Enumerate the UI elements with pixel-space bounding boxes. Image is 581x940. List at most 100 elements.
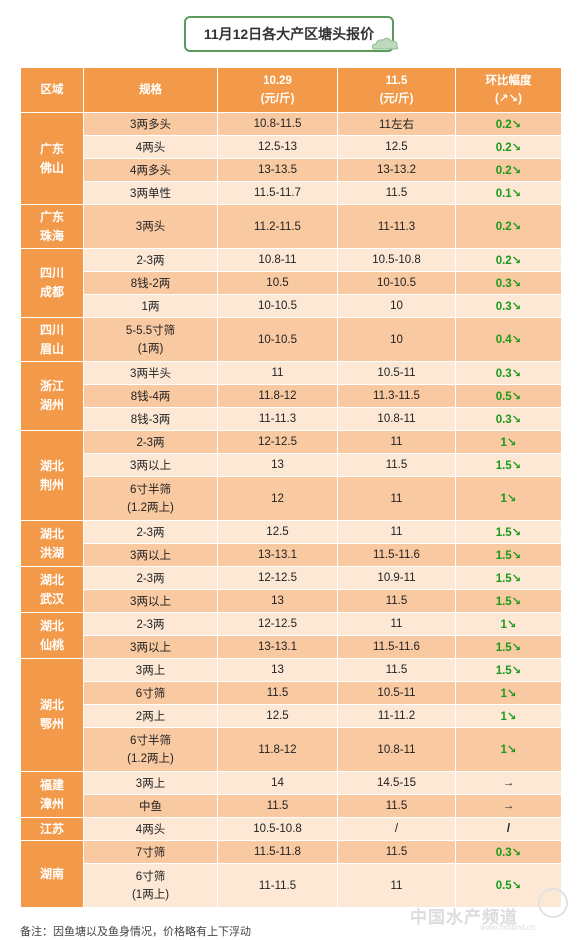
spec-cell: 3两上 [83,658,218,682]
region-cell: 湖北 武汉 [20,566,84,613]
header-region: 区域 [20,67,84,113]
region-cell: 湖北 鄂州 [20,658,84,772]
spec-cell: 2-3两 [83,566,218,590]
table-row: 1两 10-10.5 10 0.3↘ [21,294,562,318]
price-1029-cell: 12-12.5 [217,612,338,636]
region-label: 鄂州 [39,717,64,731]
price-1105-cell: 10.5-11 [337,361,456,385]
spec-label: 6寸半筛 [130,734,171,747]
change-cell: 0.2↘ [455,204,562,249]
spec-cell: 2-3两 [83,612,218,636]
table-row: 4两头 12.5-13 12.5 0.2↘ [21,135,562,159]
region-label: 四川 [39,266,64,280]
spec-cell: 7寸筛 [83,840,218,864]
region-label: 广东 [39,209,64,224]
spec-label: 8钱-3两 [130,414,171,426]
cloud-decoration-icon [371,37,399,50]
region-label: 福建 [39,777,64,792]
price-1029-cell: 11.5-11.8 [217,840,338,864]
spec-cell: 3两以上 [83,635,218,659]
spec-label: 2-3两 [136,619,165,631]
table-row: 4两多头 13-13.5 13-13.2 0.2↘ [21,158,562,182]
change-cell: 0.3↘ [455,271,562,295]
region-cell: 四川 眉山 [20,317,84,362]
watermark-url: www.fishfirst.cn [480,923,536,932]
spec-cell: 4两头 [83,135,218,159]
spec-cell: 8钱-4两 [83,384,218,408]
price-1029-cell: 10.5-10.8 [217,817,338,841]
price-1029-cell: 10.8-11 [217,248,338,272]
spec-label: 2-3两 [136,527,165,539]
watermark-logo-icon [538,888,568,918]
spec-label: 1两 [141,301,160,313]
region-cell: 四川 成都 [20,248,84,318]
change-cell: 0.3↘ [455,407,562,431]
region-label: 湖北 [39,526,64,541]
header-change: 环比幅度 (↗↘) [455,67,562,113]
spec-label: (1两上) [131,888,170,901]
region-label: 武汉 [39,591,64,606]
spec-cell: 3两上 [83,771,218,795]
change-cell: → [455,771,562,795]
price-1029-cell: 13 [217,453,338,477]
spec-cell: 2两上 [83,704,218,728]
price-1029-cell: 13-13.1 [217,543,338,567]
table-row: 3两以上 13 11.5 1.5↘ [21,453,562,477]
spec-label: 3两单性 [130,188,171,200]
spec-label: 2-3两 [136,437,165,449]
spec-cell: 2-3两 [83,248,218,272]
header-date1: 10.29 (元/斤) [217,67,338,113]
change-cell: 1↘ [455,727,562,772]
price-1105-cell: 11.5-11.6 [337,635,456,659]
price-1105-cell: 10 [337,317,456,362]
table-row: 8钱-3两 11-11.3 10.8-11 0.3↘ [21,407,562,431]
change-cell: 1↘ [455,430,562,454]
price-1105-cell: 11 [337,520,456,544]
page-title: 11月12日各大产区塘头报价 [184,16,394,52]
spec-cell: 中鱼 [83,794,218,818]
change-cell: 1↘ [455,612,562,636]
table-header-row: 区域 规格 10.29 (元/斤) 11.5 (元/斤) 环比幅度 (↗↘) [20,67,562,113]
price-1105-cell: 11.5 [337,794,456,818]
table-row: 广东 佛山 3两多头 10.8-11.5 11左右 0.2↘ [20,112,562,205]
spec-label: 3两上 [135,778,166,790]
table-row: 6寸筛 (1两上) 11-11.5 11 0.5↘ [21,863,562,908]
change-cell: 0.2↘ [455,158,562,182]
footnote: 备注：因鱼塘以及鱼身情况，价格略有上下浮动 [20,926,251,938]
spec-label: 4两多头 [130,165,171,177]
price-1105-cell: 10 [337,294,456,318]
price-1105-cell: 10.8-11 [337,727,456,772]
spec-label: (1.2两上) [127,501,174,514]
spec-label: 中鱼 [139,801,162,813]
spec-cell: 3两单性 [83,181,218,205]
price-1029-cell: 13-13.5 [217,158,338,182]
region-label: 浙江 [39,379,64,393]
price-1105-cell: 10.8-11 [337,407,456,431]
spec-label: 4两头 [135,142,166,154]
price-1105-cell: 11.5 [337,589,456,613]
spec-label: 7寸筛 [135,847,166,859]
spec-label: 8钱-2两 [130,278,171,290]
watermark: 中国水产频道 [410,908,518,927]
region-label: 漳州 [39,796,64,811]
spec-label: (1两) [137,342,164,355]
table-row: 3两单性 11.5-11.7 11.5 0.1↘ [21,181,562,205]
spec-cell: 1两 [83,294,218,318]
region-label: 眉山 [39,341,64,356]
table-row: 3两以上 13 11.5 1.5↘ [21,589,562,613]
table-row: 广东 珠海 3两头 11.2-11.5 11-11.3 0.2↘ [20,204,562,249]
spec-label: 6寸筛 [135,870,166,883]
spec-cell: 3两以上 [83,453,218,477]
region-label: 江苏 [39,821,64,836]
spec-cell: 3两以上 [83,589,218,613]
change-cell: 1↘ [455,681,562,705]
spec-cell: 6寸筛 [83,681,218,705]
region-cell: 江苏 [20,817,84,841]
spec-label: 3两半头 [130,368,171,380]
spec-label: 3两以上 [130,460,171,472]
price-1029-cell: 11.5-11.7 [217,181,338,205]
region-cell: 浙江 湖州 [20,361,84,431]
price-1105-cell: 11-11.3 [337,204,456,249]
spec-label: 3两以上 [130,596,171,608]
price-1105-cell: 11.5 [337,453,456,477]
